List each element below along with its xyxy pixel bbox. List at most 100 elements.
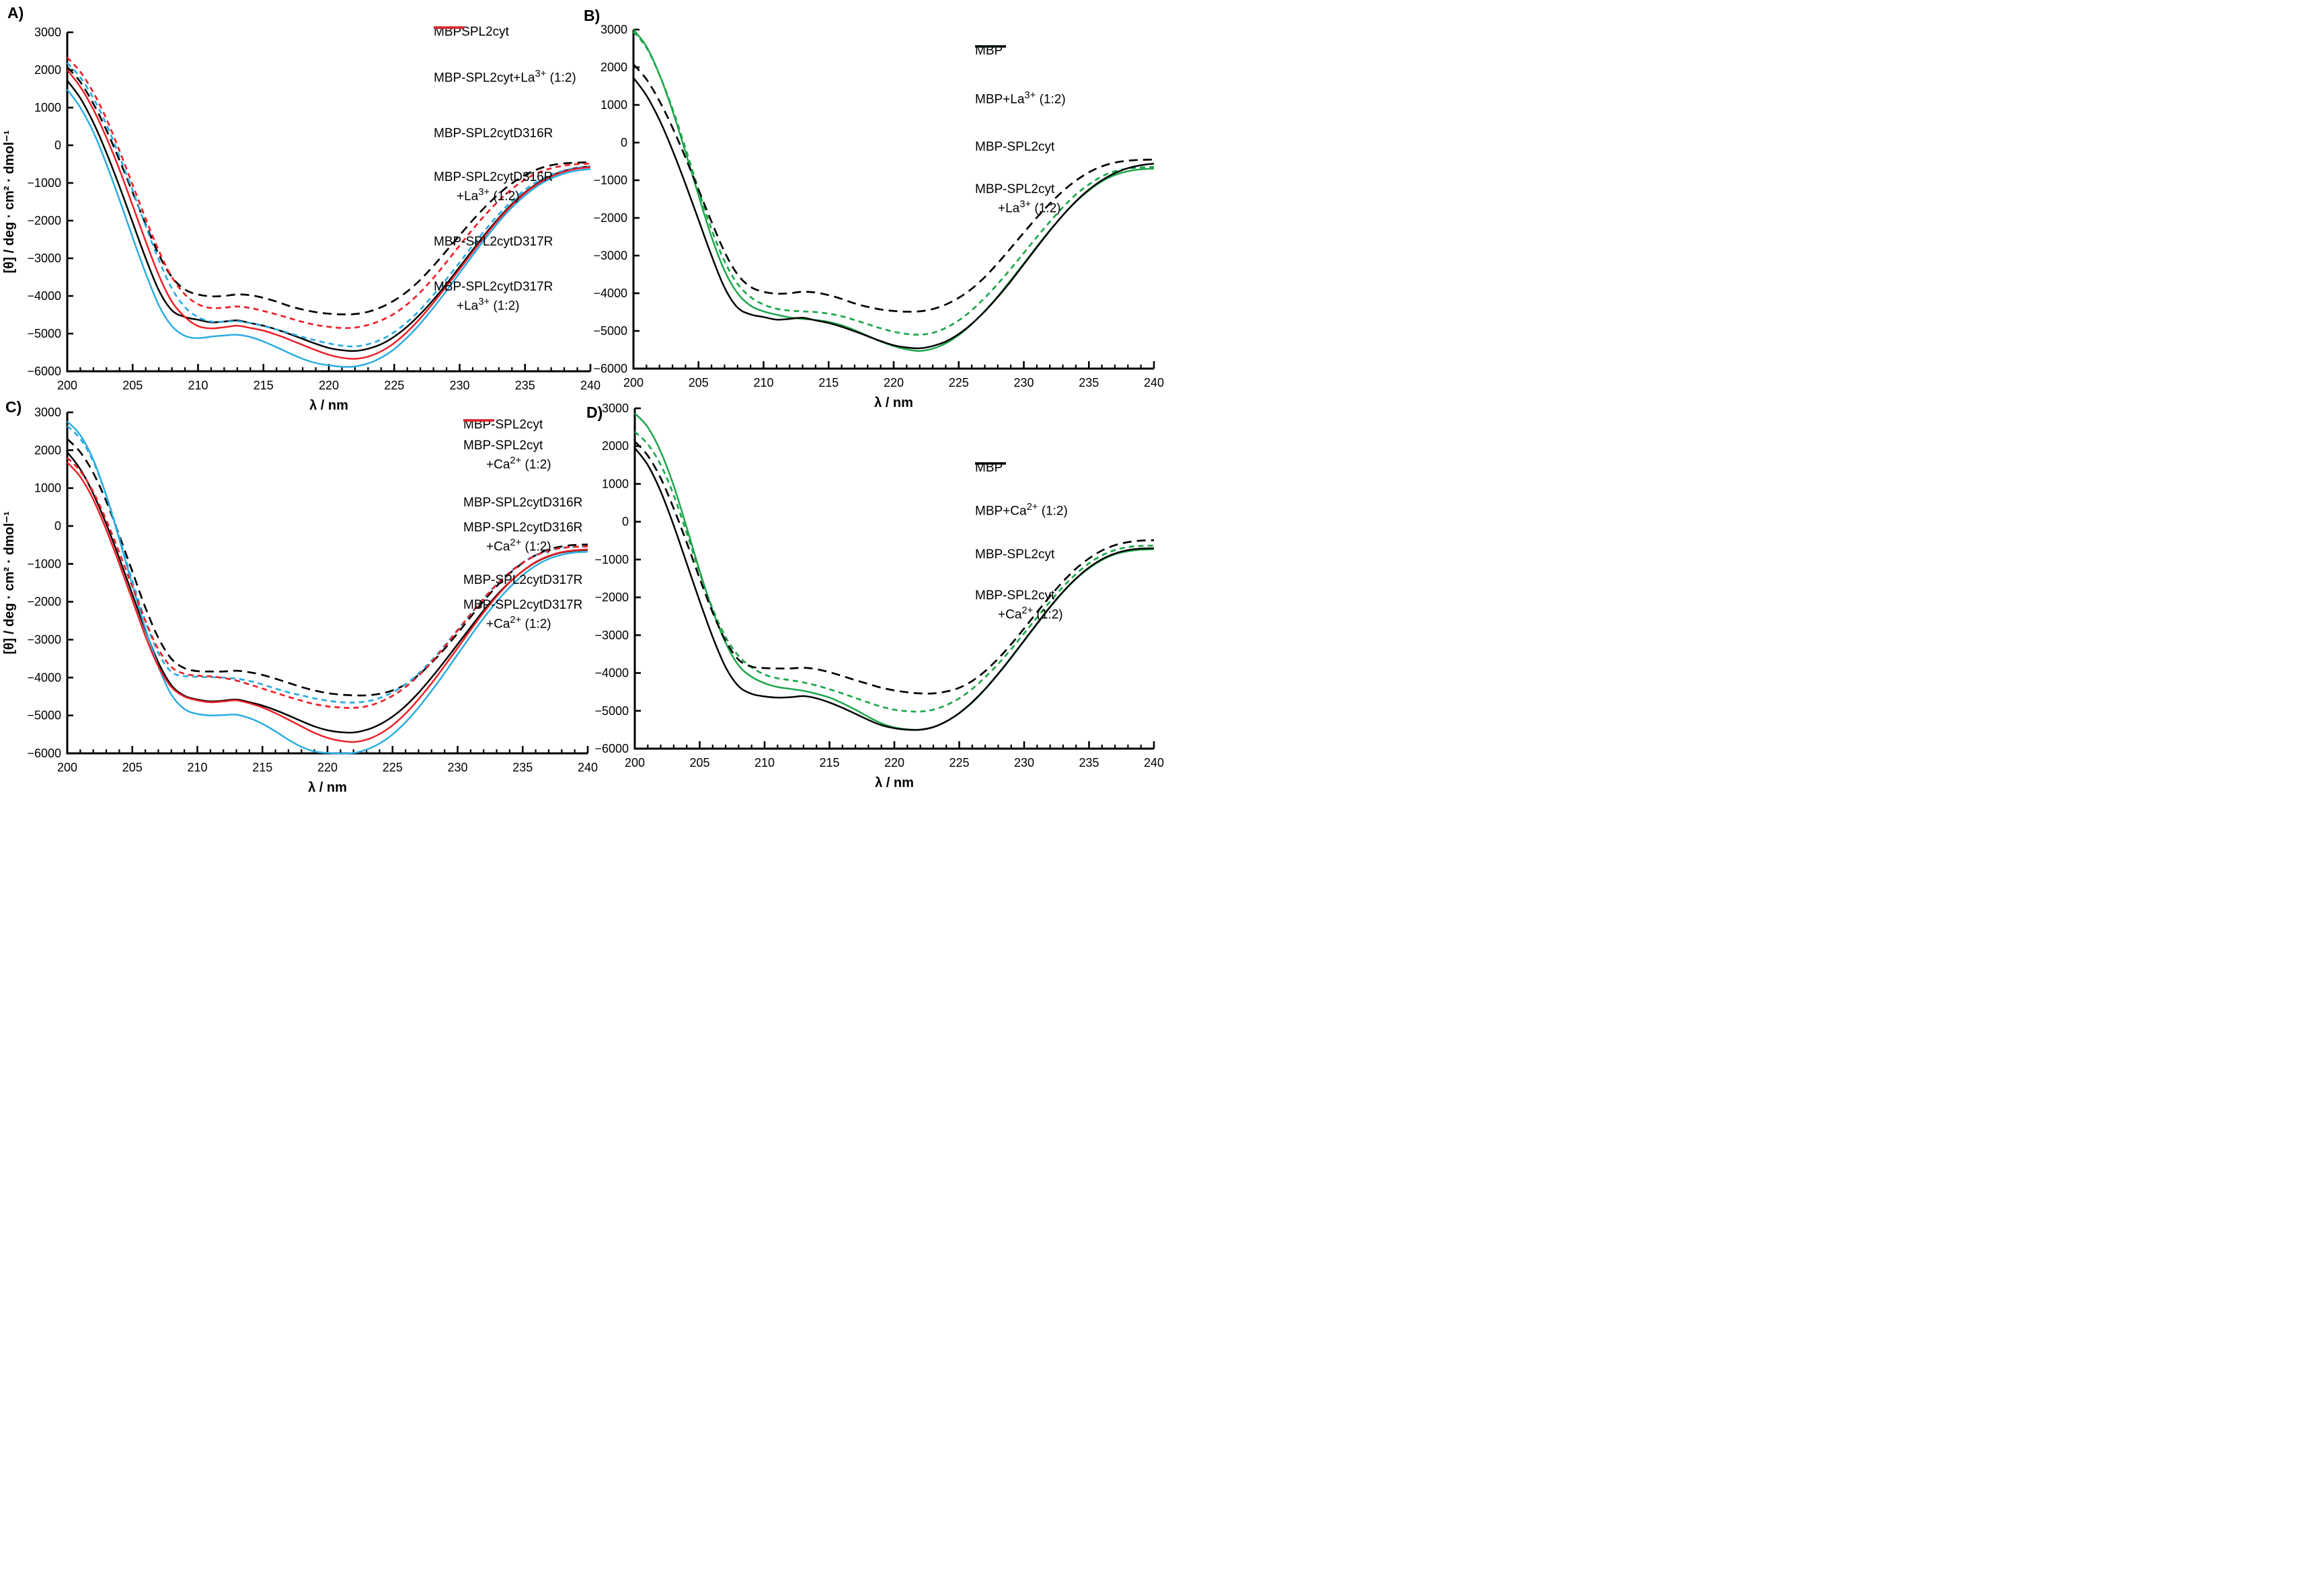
series-A-MBP-SPL2cyt+La3+ (1:2) [66, 66, 591, 315]
x-tick-label: 210 [753, 376, 773, 389]
legend-entry: MBP-SPL2cytD317R [463, 419, 583, 588]
series-A-MBP-SPL2cytD316R+La3+ (1:2) [66, 62, 591, 348]
y-tick-label: 0 [621, 136, 627, 149]
x-tick-label: 200 [57, 379, 77, 392]
x-tick-label: 230 [1013, 376, 1034, 389]
x-tick-label: 220 [319, 379, 339, 392]
x-tick-label: 210 [188, 379, 208, 392]
series-D-MBP-SPL2cyt [634, 447, 1155, 731]
x-tick-label: 215 [819, 756, 839, 769]
x-tick-label: 240 [1144, 376, 1164, 389]
series-C-MBP-SPL2cytD317R+Ca2+ (1:2) [67, 457, 588, 709]
legend-entry: MBP-SPL2cyt [975, 462, 1068, 562]
y-tick-label: −4000 [27, 289, 61, 303]
legend-entry: MBP-SPL2cytD317R +Ca2+ (1:2) [463, 419, 582, 632]
spectra-plot-canvas: 200 205 210 215 220 225 230 235 2403000200010000… [2, 23, 1164, 795]
x-tick-label: 210 [187, 761, 207, 774]
y-tick-label: 1000 [34, 101, 61, 114]
y-tick-label: −6000 [27, 747, 61, 760]
x-tick-label: 220 [884, 376, 904, 389]
series-B-MBP-SPL2cyt+La3+ (1:2) [632, 63, 1155, 313]
y-tick-label: −2000 [594, 591, 629, 604]
x-tick-label: 235 [1079, 376, 1099, 389]
x-tick-label: 215 [818, 376, 839, 389]
y-tick-label: −1000 [594, 553, 629, 566]
x-tick-label: 210 [754, 756, 775, 769]
x-axis-title: λ / nm [874, 396, 913, 410]
x-tick-label: 205 [122, 761, 143, 774]
legend-entry-label: MBP-SPL2cytD317R [463, 572, 583, 587]
legend-entry-label: MBP-SPL2cytD316R +La3+ (1:2) [434, 170, 553, 204]
y-tick-label: 2000 [601, 61, 627, 74]
legend-entry: MBP-SPL2cyt+La3+ (1:2) [434, 26, 576, 85]
x-axis-title: λ / nm [309, 398, 348, 413]
x-tick-label: 205 [689, 376, 709, 389]
y-tick-label: −4000 [594, 667, 629, 680]
legend-entry: MBP+Ca2+ (1:2) [975, 462, 1068, 519]
series-D-MBP [634, 412, 1155, 731]
y-tick-label: −2000 [593, 211, 627, 225]
y-tick-label: −1000 [593, 174, 627, 187]
cd-spectra-figure: 200 205 210 215 220 225 230 235 240 3000 2000 1000 0… [0, 0, 1164, 795]
series-B-MBP+La3+ (1:2) [632, 31, 1155, 336]
x-tick-label: 235 [1079, 756, 1099, 769]
panel-label-B: B) [584, 7, 601, 24]
panel-D: 200 205 210 215 220 225 230 235 240 3000 2000 1000 0… [594, 402, 1164, 790]
x-tick-label: 225 [384, 379, 404, 392]
x-tick-label: 235 [515, 379, 535, 392]
x-tick-label: 225 [949, 756, 969, 769]
legend-entry-label: MBP+La3+ (1:2) [975, 90, 1066, 107]
y-tick-label: 3000 [601, 23, 627, 36]
x-tick-label: 235 [512, 761, 533, 774]
x-tick-label: 205 [689, 756, 709, 769]
x-tick-label: 240 [1144, 756, 1164, 769]
legend-entry: MBP-SPL2cyt +Ca2+ (1:2) [975, 462, 1068, 622]
legend-entry-label: MBP-SPL2cyt +Ca2+ (1:2) [975, 589, 1063, 622]
panel-label-A: A) [7, 4, 24, 22]
y-tick-label: 0 [622, 515, 629, 529]
y-tick-label: −4000 [27, 671, 61, 684]
series-A-MBP-SPL2cytD316R [66, 89, 591, 368]
y-tick-label: −4000 [593, 287, 627, 300]
y-tick-label: 1000 [34, 482, 61, 495]
series-B-MBP-SPL2cyt [632, 77, 1155, 350]
x-tick-label: 240 [578, 761, 598, 774]
legend-entry-label: MBP-SPL2cyt +Ca2+ (1:2) [463, 439, 551, 472]
series-C-MBP-SPL2cyt+Ca2+ (1:2) [67, 438, 588, 697]
legend-line-sample [434, 26, 465, 29]
x-tick-label: 205 [122, 379, 143, 392]
y-tick-label: −5000 [27, 327, 61, 340]
legend-entry: MBP-SPL2cytD316R [434, 26, 576, 141]
series-C-MBP-SPL2cytD316R [67, 420, 588, 755]
x-tick-label: 240 [580, 379, 601, 392]
x-tick-label: 230 [447, 761, 467, 774]
legend-panel-A: MBPSPL2cyt MBP-SPL2cyt+La3+ (1:2) MBP-SPL2… [434, 24, 576, 313]
x-tick-label: 225 [383, 761, 403, 774]
y-tick-label: −2000 [27, 595, 61, 609]
y-tick-label: 0 [54, 139, 61, 152]
series-A-MBP-SPL2cytD317R [67, 69, 591, 360]
x-tick-label: 200 [57, 761, 77, 774]
y-axis-title: [θ] / deg · cm² · dmol⁻¹ [2, 130, 17, 273]
x-tick-label: 220 [317, 761, 338, 774]
y-tick-label: −3000 [27, 633, 61, 646]
panel-label-C: C) [5, 398, 22, 416]
series-A-MBP-SPL2cytD317R+La3+ (1:2) [66, 57, 591, 330]
legend-entry-label: MBP-SPL2cytD316R [463, 496, 583, 511]
y-tick-label: 2000 [34, 443, 61, 457]
series-D-MBP-SPL2cyt+Ca2+ (1:2) [634, 441, 1155, 695]
y-tick-label: 2000 [34, 63, 61, 77]
legend-entry: MBP-SPL2cytD316R +La3+ (1:2) [434, 26, 576, 204]
legend-panel-D: MBP MBP+Ca2+ (1:2) MBP-SPL2cyt MBP-SPL2cyt +… [975, 460, 1068, 623]
x-tick-label: 230 [449, 379, 469, 392]
y-tick-label: −3000 [594, 628, 629, 642]
x-tick-label: 215 [254, 379, 274, 392]
legend-entry-label: MBP-SPL2cyt [975, 548, 1055, 562]
y-tick-label: 0 [54, 519, 61, 533]
x-axis-title: λ / nm [875, 776, 914, 790]
x-tick-label: 225 [949, 376, 969, 389]
y-tick-label: −1000 [27, 176, 61, 190]
panel-C: 200 205 210 215 220 225 230 235 240 3000 2000 1000 0… [2, 406, 598, 795]
y-tick-label: −5000 [593, 324, 627, 338]
legend-line-sample [975, 45, 1006, 48]
